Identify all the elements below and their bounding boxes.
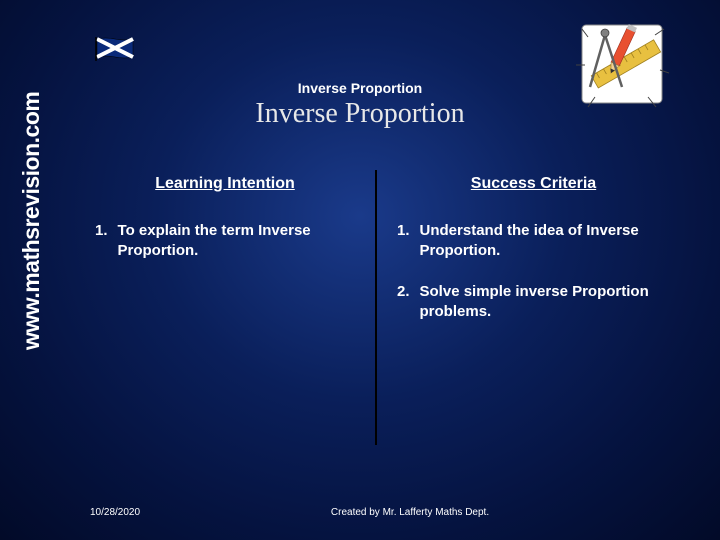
success-criteria-heading: Success Criteria xyxy=(397,175,670,193)
website-url: www.mathsrevision.com xyxy=(18,92,45,350)
slide-subtitle: Inverse Proportion xyxy=(0,80,720,96)
item-number: 2. xyxy=(397,282,410,323)
success-criteria-item: 2. Solve simple inverse Proportion probl… xyxy=(397,282,670,323)
item-number: 1. xyxy=(397,221,410,262)
footer: 10/28/2020 Created by Mr. Lafferty Maths… xyxy=(90,507,680,518)
learning-intention-heading: Learning Intention xyxy=(95,175,355,193)
scotland-flag-icon xyxy=(95,35,135,61)
item-text: Understand the idea of Inverse Proportio… xyxy=(420,221,670,262)
item-text: Solve simple inverse Proportion problems… xyxy=(420,282,670,323)
footer-date: 10/28/2020 xyxy=(90,507,240,518)
item-number: 1. xyxy=(95,221,108,262)
slide-title: Inverse Proportion xyxy=(0,98,720,130)
right-column: Success Criteria 1. Understand the idea … xyxy=(377,175,690,480)
left-column: Learning Intention 1. To explain the ter… xyxy=(75,175,375,480)
item-text: To explain the term Inverse Proportion. xyxy=(118,221,355,262)
content-area: Learning Intention 1. To explain the ter… xyxy=(75,175,690,480)
learning-intention-item: 1. To explain the term Inverse Proportio… xyxy=(95,221,355,262)
success-criteria-item: 1. Understand the idea of Inverse Propor… xyxy=(397,221,670,262)
footer-credit: Created by Mr. Lafferty Maths Dept. xyxy=(240,507,680,518)
